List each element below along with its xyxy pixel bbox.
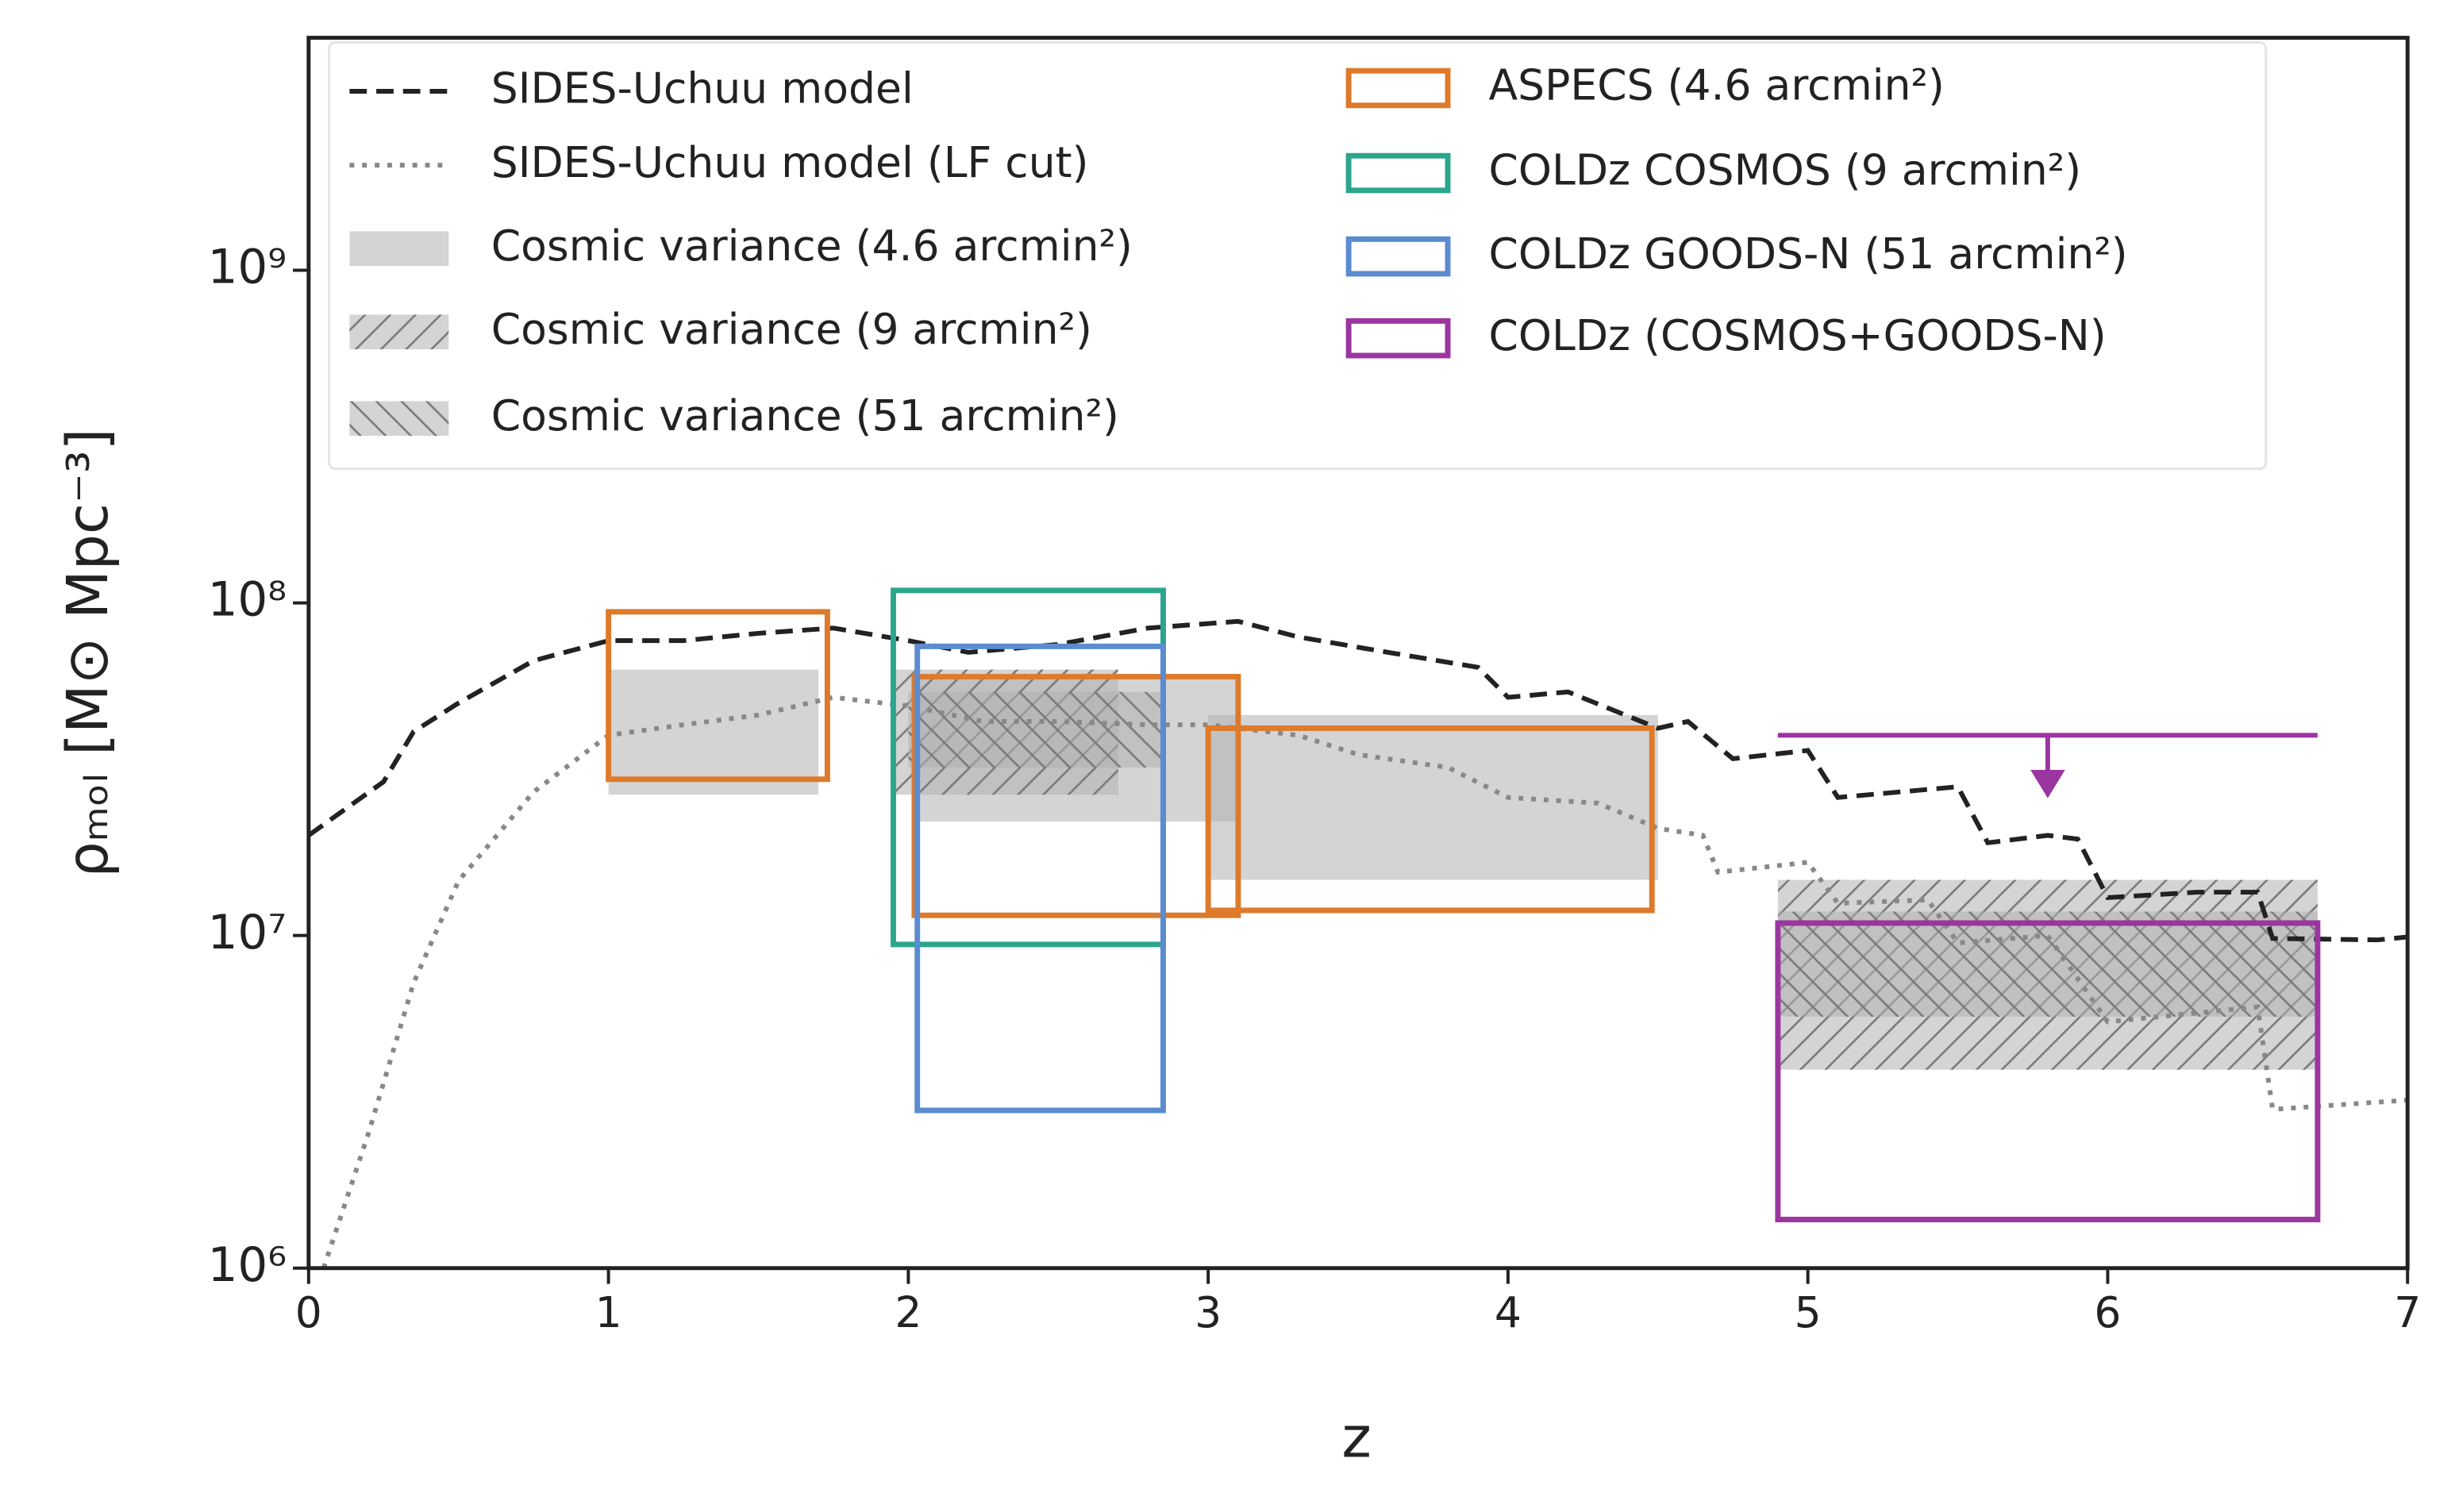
upper-limit-arrowhead <box>2030 769 2065 798</box>
legend-band <box>349 231 449 267</box>
legend-box <box>1345 152 1451 194</box>
measurement-box <box>911 674 1241 918</box>
plot-frame <box>306 36 2410 1271</box>
legend-label: Cosmic variance (9 arcmin²) <box>491 304 1092 354</box>
legend-label: COLDz GOODS-N (51 arcmin²) <box>1489 229 2128 279</box>
band-hatch <box>908 691 1164 768</box>
legend-label: COLDz COSMOS (9 arcmin²) <box>1489 145 2082 195</box>
legend-box <box>1345 67 1451 109</box>
legend-label: COLDz (COSMOS+GOODS-N) <box>1489 310 2107 360</box>
band-hatch <box>1777 911 2318 1017</box>
legend-label: Cosmic variance (51 arcmin²) <box>491 391 1119 441</box>
measurement-box <box>1205 725 1655 914</box>
x-axis-label: z <box>1341 1404 1371 1470</box>
x-tick-label: 7 <box>2394 1287 2421 1337</box>
y-tick-label: 10⁹ <box>208 240 287 295</box>
legend-hatch <box>349 314 449 350</box>
x-tick-label: 5 <box>1795 1287 1822 1337</box>
legend-label: SIDES-Uchuu model (LF cut) <box>491 137 1089 187</box>
legend-box <box>1345 317 1451 359</box>
y-tick-label: 10⁷ <box>208 906 287 960</box>
y-tick-label: 10⁶ <box>208 1238 287 1293</box>
legend-label: SIDES-Uchuu model <box>491 63 914 113</box>
y-tick-label: 10⁸ <box>208 573 287 628</box>
measurement-box <box>606 609 830 783</box>
legend-label: Cosmic variance (4.6 arcmin²) <box>491 221 1133 271</box>
x-tick-label: 0 <box>295 1287 322 1337</box>
x-tick-label: 4 <box>1495 1287 1522 1337</box>
y-axis-label: ρₘₒₗ [M⊙ Mpc⁻³] <box>55 429 121 878</box>
x-tick-label: 1 <box>595 1287 622 1337</box>
legend-hatch <box>349 401 449 437</box>
measurement-box <box>914 643 1166 1114</box>
x-tick-label: 3 <box>1195 1287 1222 1337</box>
legend-label: ASPECS (4.6 arcmin²) <box>1489 60 1945 110</box>
x-tick-label: 2 <box>895 1287 922 1337</box>
measurement-box <box>1775 920 2321 1222</box>
band <box>1208 714 1658 880</box>
legend-frame <box>328 41 2268 471</box>
legend-box <box>1345 236 1451 277</box>
band <box>608 669 819 795</box>
model-line <box>308 618 2408 943</box>
x-tick-label: 6 <box>2094 1287 2121 1337</box>
